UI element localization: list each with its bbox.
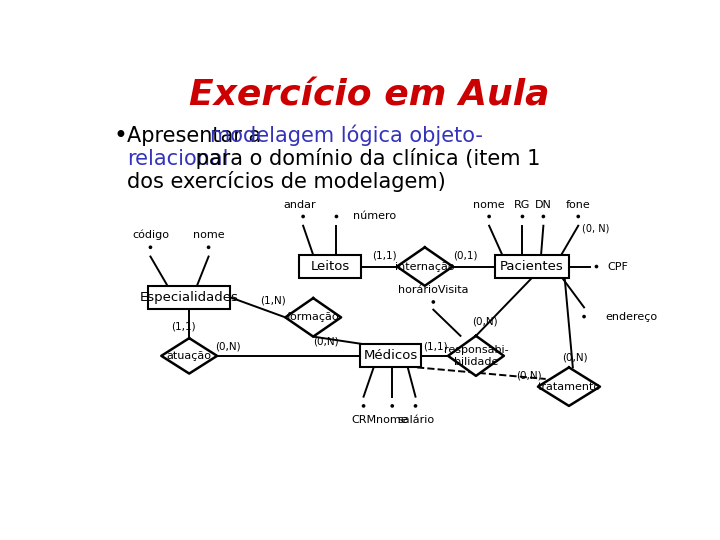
Circle shape [595,266,598,267]
Text: horárioVisita: horárioVisita [398,285,469,295]
Text: nome: nome [377,415,408,425]
Text: para o domínio da clínica (item 1: para o domínio da clínica (item 1 [189,148,541,169]
Circle shape [363,405,364,407]
Text: responsabi-
bilidade: responsabi- bilidade [444,345,508,367]
Text: nome: nome [473,200,505,210]
Circle shape [488,215,490,218]
Text: formação: formação [287,312,340,322]
Text: código: código [132,230,169,240]
Polygon shape [538,367,600,406]
Text: Apresentar a: Apresentar a [127,126,268,146]
Text: (0,N): (0,N) [562,353,588,362]
Circle shape [150,246,151,248]
Text: endereço: endereço [606,312,658,322]
Circle shape [432,301,434,303]
Text: internação: internação [395,261,454,272]
Polygon shape [285,298,341,336]
Text: (1,1): (1,1) [423,342,448,352]
Text: relacional: relacional [127,148,229,168]
Text: RG: RG [514,200,531,210]
Bar [148,286,230,309]
Text: Especialidades: Especialidades [140,291,238,304]
Polygon shape [397,247,453,286]
Text: nome: nome [193,231,225,240]
Text: fone: fone [566,200,590,210]
Text: (0,N): (0,N) [472,317,498,327]
Circle shape [521,215,523,218]
Text: •: • [113,124,127,147]
Text: atuação: atuação [167,351,212,361]
Circle shape [583,315,585,318]
Polygon shape [448,336,504,376]
Circle shape [577,215,580,218]
Text: salário: salário [397,415,434,425]
Text: modelagem lógica objeto-: modelagem lógica objeto- [210,125,483,146]
Text: Exercício em Aula: Exercício em Aula [189,79,549,113]
Text: Médicos: Médicos [364,349,418,362]
Circle shape [415,405,416,407]
Circle shape [336,215,338,218]
Text: (0,N): (0,N) [516,371,541,381]
Polygon shape [161,338,217,374]
Bar [361,345,421,367]
Text: (0,N): (0,N) [312,337,338,347]
Text: (0, N): (0, N) [582,223,610,233]
Text: tratamento: tratamento [537,382,600,392]
Text: Pacientes: Pacientes [500,260,564,273]
Text: (1,1): (1,1) [372,251,397,261]
Circle shape [542,215,544,218]
Text: (0,1): (0,1) [453,251,477,261]
Text: CRM: CRM [351,415,376,425]
Text: DN: DN [535,200,552,210]
Bar [495,255,569,278]
Text: (0,N): (0,N) [215,342,240,352]
Bar [300,255,361,278]
Text: (1,N): (1,N) [260,295,286,306]
Text: (1,1): (1,1) [171,322,195,332]
Circle shape [302,215,304,218]
Text: CPF: CPF [607,261,628,272]
Text: número: número [354,212,397,221]
Text: andar: andar [283,200,315,210]
Text: dos exercícios de modelagem): dos exercícios de modelagem) [127,171,446,192]
Text: Leitos: Leitos [310,260,350,273]
Circle shape [391,405,393,407]
Circle shape [207,246,210,248]
